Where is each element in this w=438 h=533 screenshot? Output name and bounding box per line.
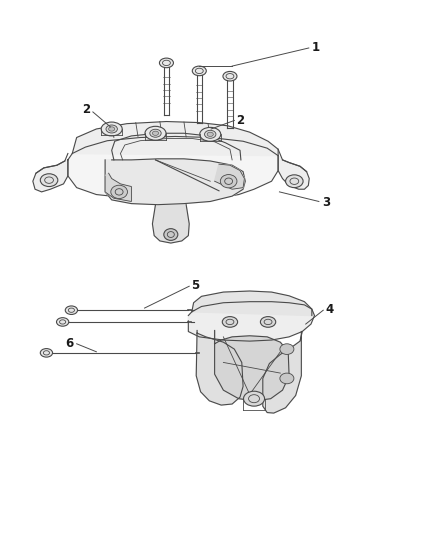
Polygon shape [105, 159, 245, 205]
Polygon shape [33, 160, 68, 192]
Ellipse shape [220, 174, 237, 188]
Ellipse shape [286, 175, 303, 188]
Polygon shape [68, 136, 278, 200]
Ellipse shape [40, 174, 58, 187]
Ellipse shape [40, 349, 53, 357]
Ellipse shape [152, 131, 159, 135]
Polygon shape [152, 205, 189, 243]
Ellipse shape [57, 318, 69, 326]
Text: 2: 2 [81, 103, 90, 116]
Polygon shape [278, 156, 309, 189]
Text: 6: 6 [65, 337, 74, 350]
Ellipse shape [65, 306, 78, 314]
Polygon shape [72, 122, 278, 156]
Text: 3: 3 [322, 196, 330, 209]
Text: 2: 2 [237, 114, 245, 127]
Ellipse shape [260, 317, 276, 327]
Ellipse shape [205, 130, 216, 138]
Ellipse shape [244, 391, 265, 406]
Polygon shape [188, 302, 314, 341]
Polygon shape [196, 330, 243, 405]
Ellipse shape [280, 373, 294, 384]
Ellipse shape [192, 66, 206, 76]
Text: 4: 4 [325, 303, 333, 316]
Ellipse shape [111, 185, 127, 199]
Ellipse shape [106, 125, 117, 133]
Ellipse shape [200, 127, 221, 141]
Text: 1: 1 [312, 42, 320, 54]
Ellipse shape [223, 317, 237, 327]
Ellipse shape [150, 130, 161, 137]
Polygon shape [105, 173, 131, 201]
Ellipse shape [101, 122, 122, 136]
Polygon shape [263, 332, 302, 413]
Ellipse shape [280, 344, 294, 354]
Ellipse shape [109, 127, 115, 131]
Ellipse shape [164, 229, 178, 240]
Text: 5: 5 [191, 279, 199, 292]
Polygon shape [192, 291, 312, 316]
Ellipse shape [145, 126, 166, 140]
Ellipse shape [159, 58, 173, 68]
Polygon shape [215, 330, 289, 401]
Ellipse shape [223, 71, 237, 81]
Ellipse shape [207, 132, 213, 136]
Polygon shape [215, 164, 244, 189]
